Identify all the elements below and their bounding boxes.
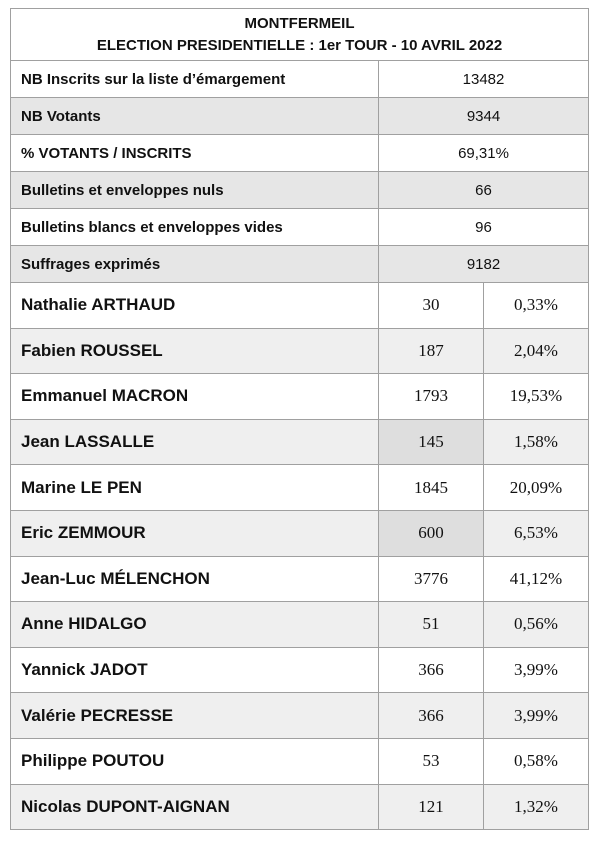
candidate-percent: 1,58% bbox=[482, 418, 590, 466]
summary-row: NB Votants 9344 bbox=[10, 97, 590, 135]
candidate-votes: 121 bbox=[378, 783, 484, 831]
summary-value: 69,31% bbox=[377, 134, 590, 172]
candidate-percent: 41,12% bbox=[482, 555, 590, 603]
candidate-votes: 3776 bbox=[378, 555, 484, 603]
candidate-name: Jean-Luc MÉLENCHON bbox=[10, 555, 379, 603]
summary-row: % VOTANTS / INSCRITS 69,31% bbox=[10, 134, 590, 172]
header-row: MONTFERMEIL ELECTION PRESIDENTIELLE : 1e… bbox=[9, 8, 590, 61]
summary-label: Suffrages exprimés bbox=[10, 245, 379, 283]
candidate-name: Marine LE PEN bbox=[10, 464, 379, 511]
summary-label: NB Votants bbox=[10, 97, 379, 135]
candidate-row: Anne HIDALGO 51 0,56% bbox=[10, 601, 590, 648]
candidate-name: Nicolas DUPONT-AIGNAN bbox=[10, 783, 379, 831]
candidate-votes: 145 bbox=[378, 418, 484, 466]
candidate-row: Nicolas DUPONT-AIGNAN 121 1,32% bbox=[10, 783, 590, 831]
title: MONTFERMEIL bbox=[244, 14, 355, 32]
candidate-row: Nathalie ARTHAUD 30 0,33% bbox=[10, 282, 590, 329]
candidate-name: Yannick JADOT bbox=[10, 646, 379, 694]
table-body: MONTFERMEIL ELECTION PRESIDENTIELLE : 1e… bbox=[9, 8, 590, 831]
candidate-name: Nathalie ARTHAUD bbox=[10, 282, 379, 329]
candidate-votes: 187 bbox=[378, 327, 484, 375]
candidate-percent: 0,33% bbox=[482, 282, 590, 329]
candidate-row: Jean-Luc MÉLENCHON 3776 41,12% bbox=[10, 555, 590, 603]
candidate-percent: 3,99% bbox=[482, 692, 590, 739]
candidate-row: Philippe POUTOU 53 0,58% bbox=[10, 737, 590, 785]
candidate-percent: 19,53% bbox=[482, 373, 590, 420]
candidate-name: Philippe POUTOU bbox=[10, 737, 379, 785]
candidate-name: Valérie PECRESSE bbox=[10, 692, 379, 739]
summary-label: % VOTANTS / INSCRITS bbox=[10, 134, 379, 172]
summary-value: 9182 bbox=[377, 245, 590, 283]
summary-row: Bulletins et enveloppes nuls 66 bbox=[10, 171, 590, 209]
candidate-percent: 1,32% bbox=[482, 783, 590, 831]
candidate-percent: 6,53% bbox=[482, 509, 590, 557]
candidate-name: Anne HIDALGO bbox=[10, 601, 379, 648]
candidate-row: Yannick JADOT 366 3,99% bbox=[10, 646, 590, 694]
candidate-percent: 0,58% bbox=[482, 737, 590, 785]
summary-label: Bulletins et enveloppes nuls bbox=[10, 171, 379, 209]
candidate-votes: 366 bbox=[378, 692, 484, 739]
candidate-name: Jean LASSALLE bbox=[10, 418, 379, 466]
candidate-votes: 30 bbox=[378, 282, 484, 329]
candidate-votes: 1793 bbox=[378, 373, 484, 420]
summary-value: 13482 bbox=[377, 60, 590, 98]
candidate-name: Emmanuel MACRON bbox=[10, 373, 379, 420]
candidate-votes: 53 bbox=[378, 737, 484, 785]
summary-label: Bulletins blancs et enveloppes vides bbox=[10, 208, 379, 246]
candidate-percent: 2,04% bbox=[482, 327, 590, 375]
summary-row: NB Inscrits sur la liste d’émargement 134… bbox=[10, 60, 590, 98]
summary-label: NB Inscrits sur la liste d’émargement bbox=[10, 60, 379, 98]
candidate-percent: 3,99% bbox=[482, 646, 590, 694]
candidate-row: Marine LE PEN 1845 20,09% bbox=[10, 464, 590, 511]
results-table: MONTFERMEIL ELECTION PRESIDENTIELLE : 1e… bbox=[9, 8, 590, 831]
candidate-percent: 20,09% bbox=[482, 464, 590, 511]
candidate-votes: 366 bbox=[378, 646, 484, 694]
summary-value: 96 bbox=[377, 208, 590, 246]
candidate-row: Eric ZEMMOUR 600 6,53% bbox=[10, 509, 590, 557]
candidate-row: Emmanuel MACRON 1793 19,53% bbox=[10, 373, 590, 420]
subtitle: ELECTION PRESIDENTIELLE : 1er TOUR - 10 … bbox=[96, 36, 503, 54]
candidate-votes: 600 bbox=[378, 509, 484, 557]
summary-row: Suffrages exprimés 9182 bbox=[10, 245, 590, 283]
candidate-percent: 0,56% bbox=[482, 601, 590, 648]
candidate-row: Jean LASSALLE 145 1,58% bbox=[10, 418, 590, 466]
candidate-votes: 1845 bbox=[378, 464, 484, 511]
summary-value: 9344 bbox=[377, 97, 590, 135]
candidate-name: Fabien ROUSSEL bbox=[10, 327, 379, 375]
summary-row: Bulletins blancs et enveloppes vides 96 bbox=[10, 208, 590, 246]
candidate-votes: 51 bbox=[378, 601, 484, 648]
candidate-name: Eric ZEMMOUR bbox=[10, 509, 379, 557]
header-cell: MONTFERMEIL ELECTION PRESIDENTIELLE : 1e… bbox=[9, 8, 590, 61]
summary-value: 66 bbox=[377, 171, 590, 209]
candidate-row: Fabien ROUSSEL 187 2,04% bbox=[10, 327, 590, 375]
candidate-row: Valérie PECRESSE 366 3,99% bbox=[10, 692, 590, 739]
